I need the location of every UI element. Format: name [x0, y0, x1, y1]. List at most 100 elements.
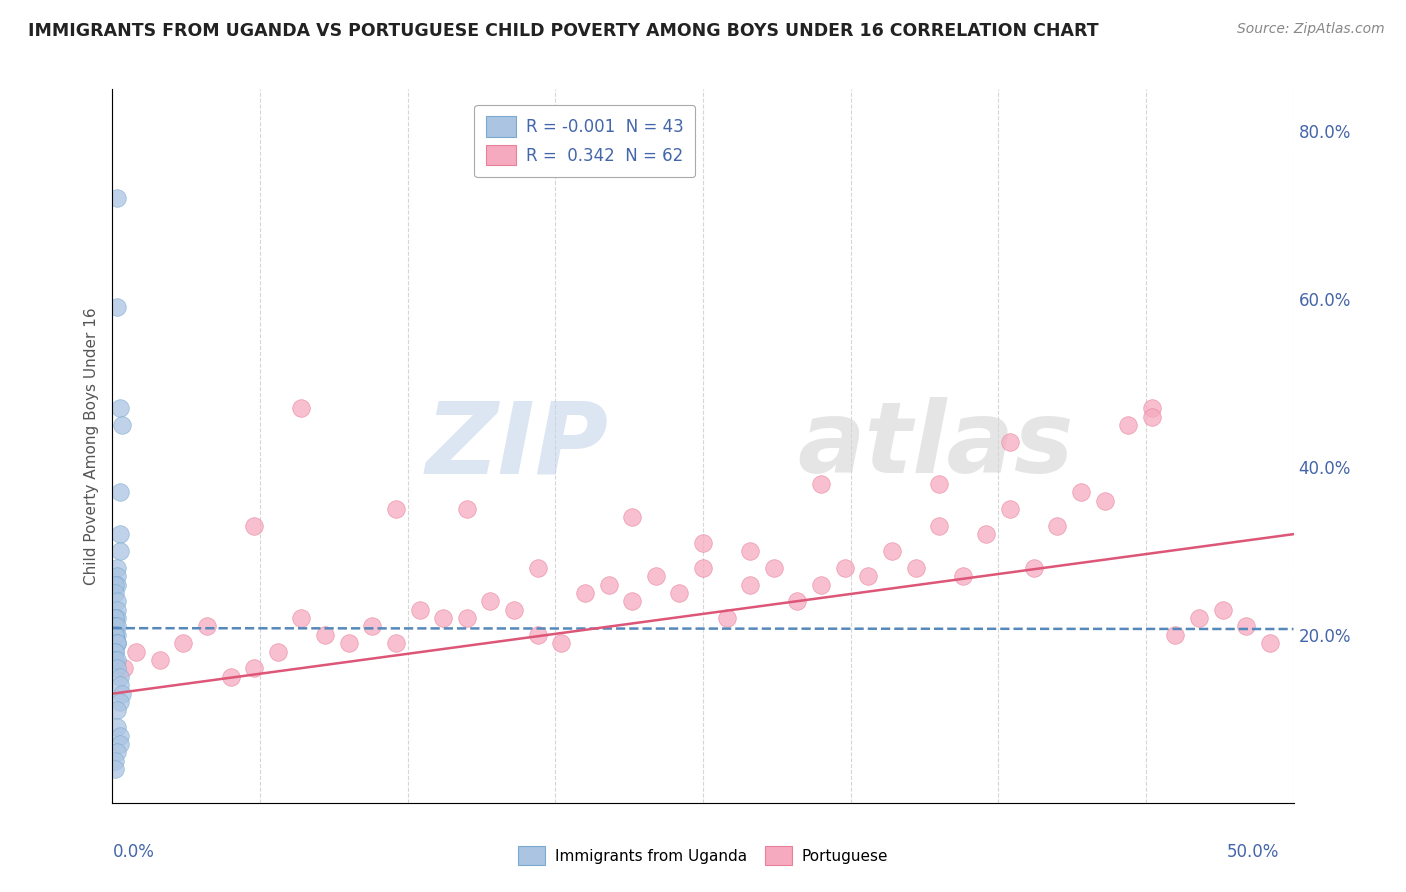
- Point: [385, 636, 408, 650]
- Point: [125, 645, 148, 659]
- Point: [108, 737, 131, 751]
- Point: [105, 636, 128, 650]
- Point: [385, 502, 408, 516]
- Point: [104, 754, 127, 768]
- Point: [108, 527, 131, 541]
- Point: [290, 611, 312, 625]
- Point: [314, 628, 336, 642]
- Point: [1116, 417, 1139, 432]
- Point: [105, 560, 128, 574]
- Point: [786, 594, 808, 608]
- Point: [195, 619, 218, 633]
- Point: [105, 577, 128, 591]
- Point: [105, 301, 128, 315]
- Point: [928, 476, 950, 491]
- Point: [267, 645, 290, 659]
- Point: [810, 476, 832, 491]
- Point: [1212, 603, 1234, 617]
- Point: [105, 653, 128, 667]
- Point: [104, 611, 127, 625]
- Point: [716, 611, 738, 625]
- Point: [976, 527, 998, 541]
- Point: [290, 401, 312, 416]
- Point: [740, 577, 762, 591]
- Point: [105, 611, 128, 625]
- Point: [112, 661, 135, 675]
- Point: [105, 703, 128, 717]
- Text: Source: ZipAtlas.com: Source: ZipAtlas.com: [1237, 22, 1385, 37]
- Point: [668, 586, 690, 600]
- Point: [104, 611, 127, 625]
- Point: [998, 434, 1021, 449]
- Point: [111, 417, 134, 432]
- Text: 0.0%: 0.0%: [112, 843, 155, 861]
- Point: [104, 628, 127, 642]
- Point: [1070, 485, 1092, 500]
- Point: [834, 560, 856, 574]
- Point: [1022, 560, 1045, 574]
- Point: [108, 485, 131, 500]
- Point: [740, 544, 762, 558]
- Point: [598, 577, 620, 591]
- Point: [644, 569, 666, 583]
- Legend: Immigrants from Uganda, Portuguese: Immigrants from Uganda, Portuguese: [512, 840, 894, 871]
- Point: [219, 670, 242, 684]
- Point: [998, 502, 1021, 516]
- Point: [104, 619, 127, 633]
- Point: [104, 628, 127, 642]
- Point: [149, 653, 172, 667]
- Point: [108, 678, 131, 692]
- Point: [1046, 518, 1069, 533]
- Point: [108, 670, 131, 684]
- Point: [432, 611, 454, 625]
- Point: [108, 695, 131, 709]
- Point: [104, 645, 127, 659]
- Point: [526, 628, 548, 642]
- Point: [105, 636, 128, 650]
- Point: [574, 586, 596, 600]
- Point: [111, 687, 134, 701]
- Point: [526, 560, 548, 574]
- Point: [104, 619, 127, 633]
- Point: [503, 603, 526, 617]
- Point: [1094, 493, 1116, 508]
- Point: [1164, 628, 1187, 642]
- Legend: R = -0.001  N = 43, R =  0.342  N = 62: R = -0.001 N = 43, R = 0.342 N = 62: [474, 104, 696, 177]
- Point: [104, 628, 127, 642]
- Point: [928, 518, 950, 533]
- Text: 50.0%: 50.0%: [1227, 843, 1279, 861]
- Point: [243, 661, 266, 675]
- Point: [104, 653, 127, 667]
- Point: [692, 560, 714, 574]
- Point: [104, 762, 127, 776]
- Point: [243, 518, 266, 533]
- Point: [456, 502, 478, 516]
- Point: [692, 535, 714, 549]
- Point: [104, 645, 127, 659]
- Point: [105, 661, 128, 675]
- Point: [880, 544, 903, 558]
- Point: [108, 544, 131, 558]
- Point: [762, 560, 785, 574]
- Y-axis label: Child Poverty Among Boys Under 16: Child Poverty Among Boys Under 16: [83, 307, 98, 585]
- Point: [408, 603, 430, 617]
- Point: [104, 586, 127, 600]
- Text: IMMIGRANTS FROM UGANDA VS PORTUGUESE CHILD POVERTY AMONG BOYS UNDER 16 CORRELATI: IMMIGRANTS FROM UGANDA VS PORTUGUESE CHI…: [28, 22, 1098, 40]
- Point: [105, 569, 128, 583]
- Point: [361, 619, 384, 633]
- Point: [550, 636, 572, 650]
- Point: [456, 611, 478, 625]
- Text: atlas: atlas: [797, 398, 1074, 494]
- Point: [479, 594, 502, 608]
- Point: [105, 746, 128, 760]
- Point: [105, 619, 128, 633]
- Point: [105, 594, 128, 608]
- Point: [1258, 636, 1281, 650]
- Point: [105, 720, 128, 734]
- Point: [621, 594, 644, 608]
- Point: [952, 569, 974, 583]
- Point: [104, 577, 127, 591]
- Point: [858, 569, 880, 583]
- Point: [105, 636, 128, 650]
- Point: [621, 510, 644, 524]
